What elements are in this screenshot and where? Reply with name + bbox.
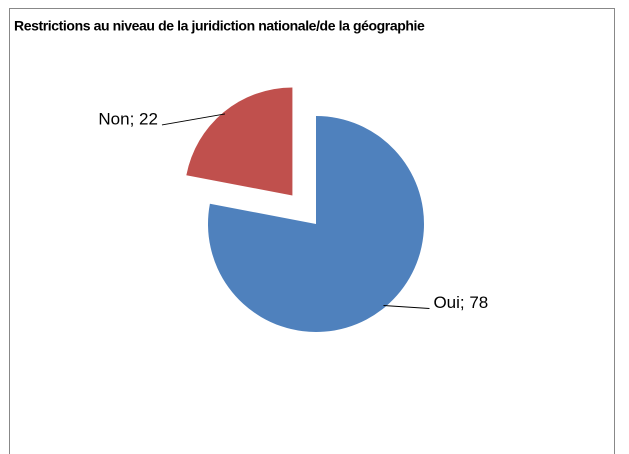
data-label: Oui; 78 [433,293,488,312]
leader-line [383,305,430,310]
leader-line [161,113,226,126]
pie-slice [186,87,293,196]
pie-slice [208,116,424,332]
data-label: Non; 22 [98,109,158,128]
chart-title: Restrictions au niveau de la juridiction… [14,18,425,34]
